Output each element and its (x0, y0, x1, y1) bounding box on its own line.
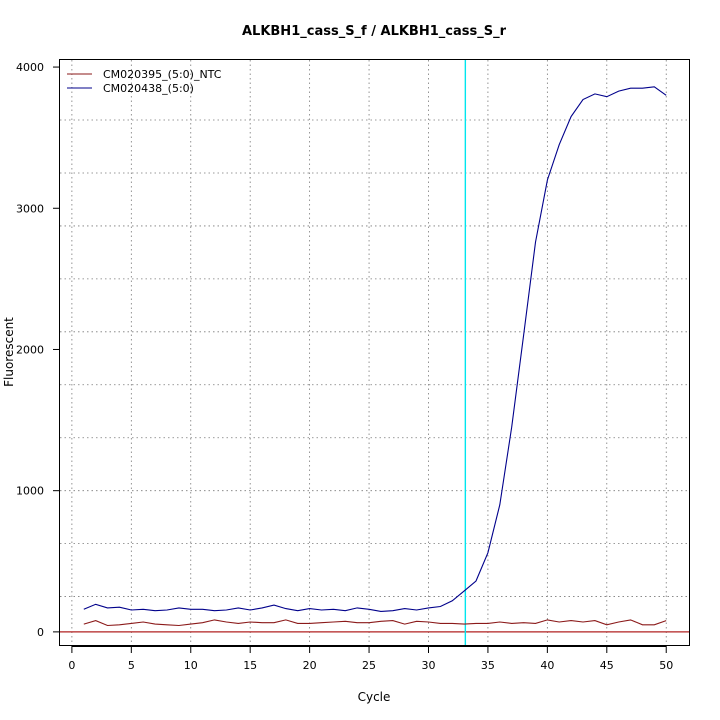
x-axis-label: Cycle (358, 690, 391, 704)
grid-lines (60, 60, 690, 646)
legend-label-2: CM020438_(5:0) (103, 82, 194, 95)
x-tick-label: 15 (243, 659, 257, 672)
x-tick-label: 20 (303, 659, 317, 672)
y-tick-label: 0 (37, 626, 44, 639)
threshold-layer (60, 60, 690, 646)
x-tick-label: 40 (540, 659, 554, 672)
chart-title: ALKBH1_cass_S_f / ALKBH1_cass_S_r (242, 24, 507, 39)
series-line-1 (83, 619, 667, 627)
x-tick-label: 25 (362, 659, 376, 672)
y-tick-label: 1000 (16, 485, 44, 498)
legend-label-1: CM020395_(5:0)_NTC (103, 68, 222, 81)
x-tick-label: 30 (421, 659, 435, 672)
y-tick-label: 4000 (16, 61, 44, 74)
x-tick-label: 35 (481, 659, 495, 672)
x-tick-label: 10 (184, 659, 198, 672)
y-axis: 0 1000 2000 3000 4000 (16, 61, 60, 639)
y-tick-label: 2000 (16, 343, 44, 356)
x-tick-label: 5 (128, 659, 135, 672)
x-tick-label: 50 (659, 659, 673, 672)
y-tick-label: 3000 (16, 202, 44, 215)
x-tick-label: 45 (600, 659, 614, 672)
series-layer (83, 86, 667, 627)
x-axis: 0 5 10 15 20 25 30 35 40 45 50 (68, 646, 673, 672)
x-tick-label: 0 (68, 659, 75, 672)
y-axis-label: Fluorescent (2, 317, 16, 387)
series-line-2 (83, 86, 667, 612)
